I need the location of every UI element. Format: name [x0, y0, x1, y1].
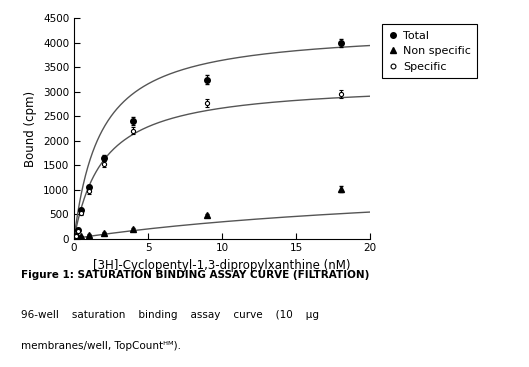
Text: 96-well    saturation    binding    assay    curve    (10    μg: 96-well saturation binding assay curve (… [21, 310, 319, 320]
X-axis label: [3H]-Cyclopentyl-1,3-dipropylxanthine (nM): [3H]-Cyclopentyl-1,3-dipropylxanthine (n… [94, 259, 351, 272]
Legend: Total, Non specific, Specific: Total, Non specific, Specific [382, 24, 478, 78]
Text: Figure 1: SATURATION BINDING ASSAY CURVE (FILTRATION): Figure 1: SATURATION BINDING ASSAY CURVE… [21, 270, 370, 280]
Y-axis label: Bound (cpm): Bound (cpm) [24, 90, 38, 167]
Text: membranes/well, TopCountᴴᴹ).: membranes/well, TopCountᴴᴹ). [21, 341, 181, 351]
